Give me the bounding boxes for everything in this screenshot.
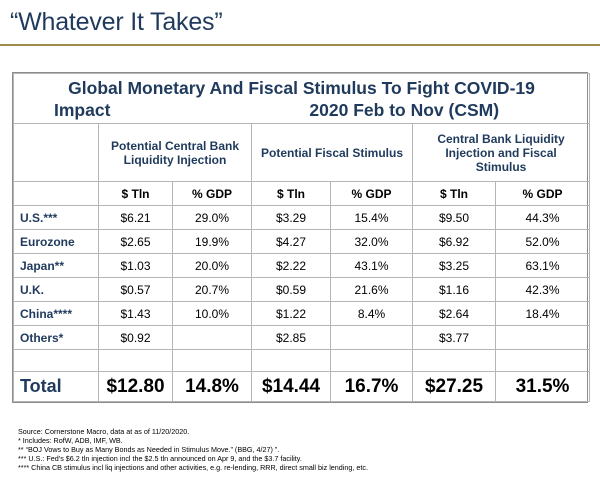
total-value: $12.80 (98, 371, 173, 402)
value-cell: $1.43 (98, 301, 173, 326)
value-cell: $0.59 (251, 277, 331, 302)
value-cell: 8.4% (330, 301, 413, 326)
value-cell: 19.9% (172, 229, 252, 254)
value-cell: 29.0% (172, 205, 252, 230)
total-row: Total $12.80 14.8% $14.44 16.7% $27.25 3… (13, 371, 591, 402)
value-cell: 10.0% (172, 301, 252, 326)
value-cell: $2.85 (251, 325, 331, 350)
country-label: Japan** (13, 253, 99, 278)
slide-title: “Whatever It Takes” (10, 8, 223, 36)
country-label: China**** (13, 301, 99, 326)
unit-header-blank (13, 181, 99, 206)
title-divider (0, 44, 600, 46)
value-cell (494, 325, 591, 350)
value-cell: 21.6% (330, 277, 413, 302)
group-header-fiscal: Potential Fiscal Stimulus (251, 123, 413, 182)
total-value: 14.8% (172, 371, 252, 402)
footnotes: Source: Cornerstone Macro, data at as of… (18, 427, 588, 472)
value-cell: $4.27 (251, 229, 331, 254)
unit-header: $ Tln (251, 181, 331, 206)
total-value: $27.25 (412, 371, 496, 402)
group-header-blank (13, 123, 99, 182)
value-cell: $0.92 (98, 325, 173, 350)
value-cell: $9.50 (412, 205, 496, 230)
footnote: ** “BOJ Vows to Buy as Many Bonds as Nee… (18, 445, 280, 454)
table-title: Global Monetary And Fiscal Stimulus To F… (12, 73, 591, 124)
table-row: Others* $0.92 $2.85 $3.77 (13, 325, 591, 350)
value-cell: 32.0% (330, 229, 413, 254)
country-label: U.K. (13, 277, 99, 302)
value-cell: $0.57 (98, 277, 173, 302)
group-header-cb-liquidity: Potential Central Bank Liquidity Injecti… (98, 123, 252, 182)
table-title-impact: Impact (54, 100, 111, 120)
footnote: *** U.S.: Fed’s $6.2 tln injection incl … (18, 454, 302, 463)
stimulus-table-grid: Global Monetary And Fiscal Stimulus To F… (12, 73, 591, 402)
value-cell: 18.4% (494, 301, 591, 326)
country-label: U.S.*** (13, 205, 99, 230)
stimulus-table: Global Monetary And Fiscal Stimulus To F… (12, 72, 591, 403)
table-row: U.K. $0.57 20.7% $0.59 21.6% $1.16 42.3% (13, 277, 591, 302)
total-value: 16.7% (330, 371, 413, 402)
value-cell: $3.25 (412, 253, 496, 278)
value-cell: $1.16 (412, 277, 496, 302)
value-cell: 20.0% (172, 253, 252, 278)
value-cell: $2.65 (98, 229, 173, 254)
footnote: **** China CB stimulus incl liq injectio… (18, 463, 368, 472)
unit-header: $ Tln (98, 181, 173, 206)
value-cell: $3.29 (251, 205, 331, 230)
country-label: Others* (13, 325, 99, 350)
table-row: Japan** $1.03 20.0% $2.22 43.1% $3.25 63… (13, 253, 591, 278)
table-title-line1: Global Monetary And Fiscal Stimulus To F… (68, 78, 535, 98)
value-cell: $2.64 (412, 301, 496, 326)
footnote-source: Source: Cornerstone Macro, data at as of… (18, 427, 190, 436)
total-value: $14.44 (251, 371, 331, 402)
value-cell (330, 325, 413, 350)
table-row: Eurozone $2.65 19.9% $4.27 32.0% $6.92 5… (13, 229, 591, 254)
value-cell: $2.22 (251, 253, 331, 278)
unit-header: $ Tln (412, 181, 496, 206)
value-cell: $6.92 (412, 229, 496, 254)
total-label: Total (13, 371, 99, 402)
footnote: * Includes: RofW, ADB, IMF, WB. (18, 436, 123, 445)
unit-header: % GDP (494, 181, 591, 206)
value-cell: 15.4% (330, 205, 413, 230)
unit-header: % GDP (330, 181, 413, 206)
table-row: U.S.*** $6.21 29.0% $3.29 15.4% $9.50 44… (13, 205, 591, 230)
value-cell (172, 325, 252, 350)
table-title-period: 2020 Feb to Nov (CSM) (309, 100, 500, 120)
value-cell: 52.0% (494, 229, 591, 254)
country-label: Eurozone (13, 229, 99, 254)
value-cell: $1.22 (251, 301, 331, 326)
table-row: China**** $1.43 10.0% $1.22 8.4% $2.64 1… (13, 301, 591, 326)
total-value: 31.5% (494, 371, 591, 402)
value-cell: 42.3% (494, 277, 591, 302)
value-cell: 20.7% (172, 277, 252, 302)
value-cell: $1.03 (98, 253, 173, 278)
value-cell: 43.1% (330, 253, 413, 278)
group-header-combined: Central Bank Liquidity Injection and Fis… (411, 123, 591, 182)
value-cell: 63.1% (494, 253, 591, 278)
value-cell: $6.21 (98, 205, 173, 230)
unit-header: % GDP (172, 181, 252, 206)
value-cell: 44.3% (494, 205, 591, 230)
spacer-row (13, 349, 591, 372)
value-cell: $3.77 (412, 325, 496, 350)
